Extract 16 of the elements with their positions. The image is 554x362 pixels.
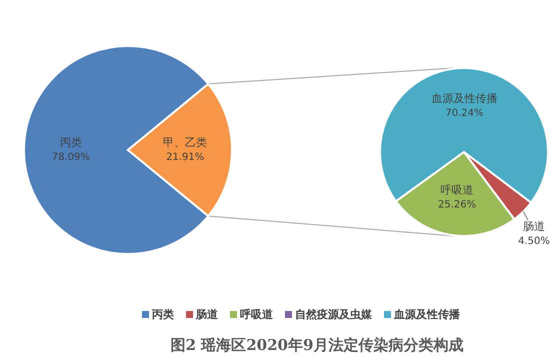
data-label: 78.09%: [52, 152, 90, 163]
text: 图2 瑶海区2020年9月法定传染病分类构成: [170, 336, 464, 354]
legend-label: 呼吸道: [240, 308, 274, 321]
slice-label: 丙类: [60, 136, 82, 149]
data-label: 21.91%: [166, 152, 204, 163]
slice-label: 血源及性传播: [431, 92, 498, 105]
slice-label: 甲、乙类: [163, 136, 208, 149]
legend-label: 丙类: [151, 308, 174, 321]
data-label: 4.50%: [518, 236, 550, 248]
slice-label: 呼吸道: [440, 184, 474, 197]
data-label: 70.24%: [445, 108, 484, 119]
legend-label: 血源及性传播: [393, 308, 461, 321]
legend-label: 肠道: [195, 308, 219, 321]
slice-label: 肠道: [522, 220, 545, 234]
data-label: 25.26%: [438, 200, 476, 211]
legend-label: 自然疫源及虫媒: [295, 308, 373, 321]
